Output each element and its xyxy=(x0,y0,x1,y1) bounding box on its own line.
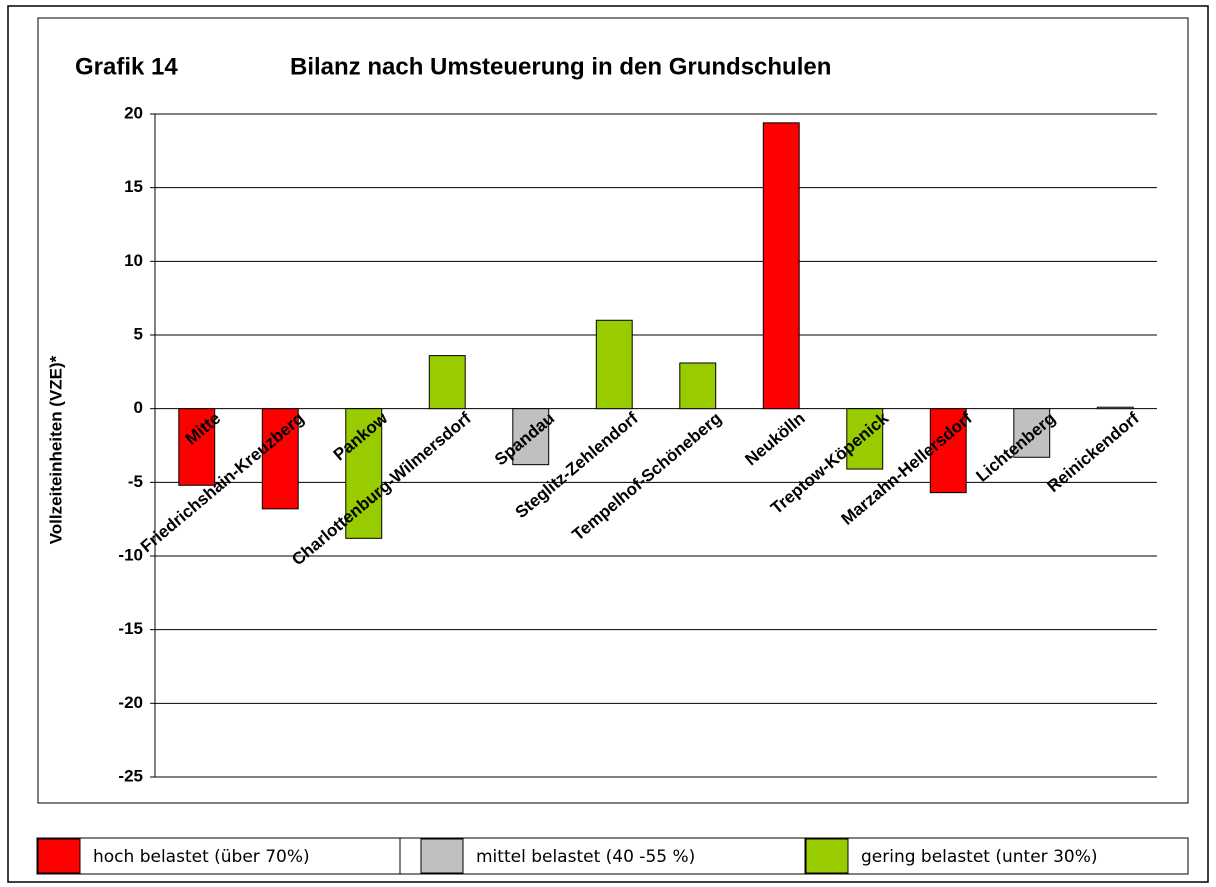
legend-swatch xyxy=(805,838,849,874)
bar xyxy=(846,408,884,470)
bar xyxy=(595,319,633,410)
legend-swatch xyxy=(420,838,464,874)
chart-subtitle: Bilanz nach Umsteuerung in den Grundschu… xyxy=(290,53,831,80)
legend-label: mittel belastet (40 -55 %) xyxy=(476,847,695,867)
legend-swatch xyxy=(37,838,81,874)
x-tick-label: Neukölln xyxy=(741,409,808,470)
y-tick-label: 15 xyxy=(124,177,143,196)
y-tick-label: -25 xyxy=(118,766,143,785)
bar xyxy=(512,408,550,466)
y-tick-label: 0 xyxy=(134,398,143,417)
chart-title: Grafik 14 xyxy=(75,53,178,80)
bar xyxy=(1096,406,1134,410)
bar xyxy=(762,122,800,410)
legend-label: hoch belastet (über 70%) xyxy=(93,847,310,867)
bar xyxy=(428,355,466,410)
bar xyxy=(679,362,717,410)
y-tick-label: 10 xyxy=(124,251,143,270)
y-tick-label: -15 xyxy=(118,619,143,638)
bar xyxy=(178,408,216,486)
y-tick-label: 5 xyxy=(134,324,143,343)
y-axis-label: Vollzeiteinheiten (VZE)* xyxy=(46,355,65,544)
legend-label: gering belastet (unter 30%) xyxy=(861,847,1098,867)
chart-frame xyxy=(37,17,1189,804)
bar xyxy=(345,408,383,539)
bar xyxy=(929,408,967,494)
legend-frame xyxy=(36,837,1189,875)
bar xyxy=(261,408,299,510)
outer-frame xyxy=(7,5,1209,883)
y-tick-label: -5 xyxy=(128,472,143,491)
bar xyxy=(1013,408,1051,458)
y-tick-label: -20 xyxy=(118,693,143,712)
x-tick-label: Reinickendorf xyxy=(1044,408,1143,496)
x-tick-label: Tempelhof-Schöneberg xyxy=(569,409,726,545)
y-tick-label: -10 xyxy=(118,545,143,564)
y-tick-label: 20 xyxy=(124,103,143,122)
